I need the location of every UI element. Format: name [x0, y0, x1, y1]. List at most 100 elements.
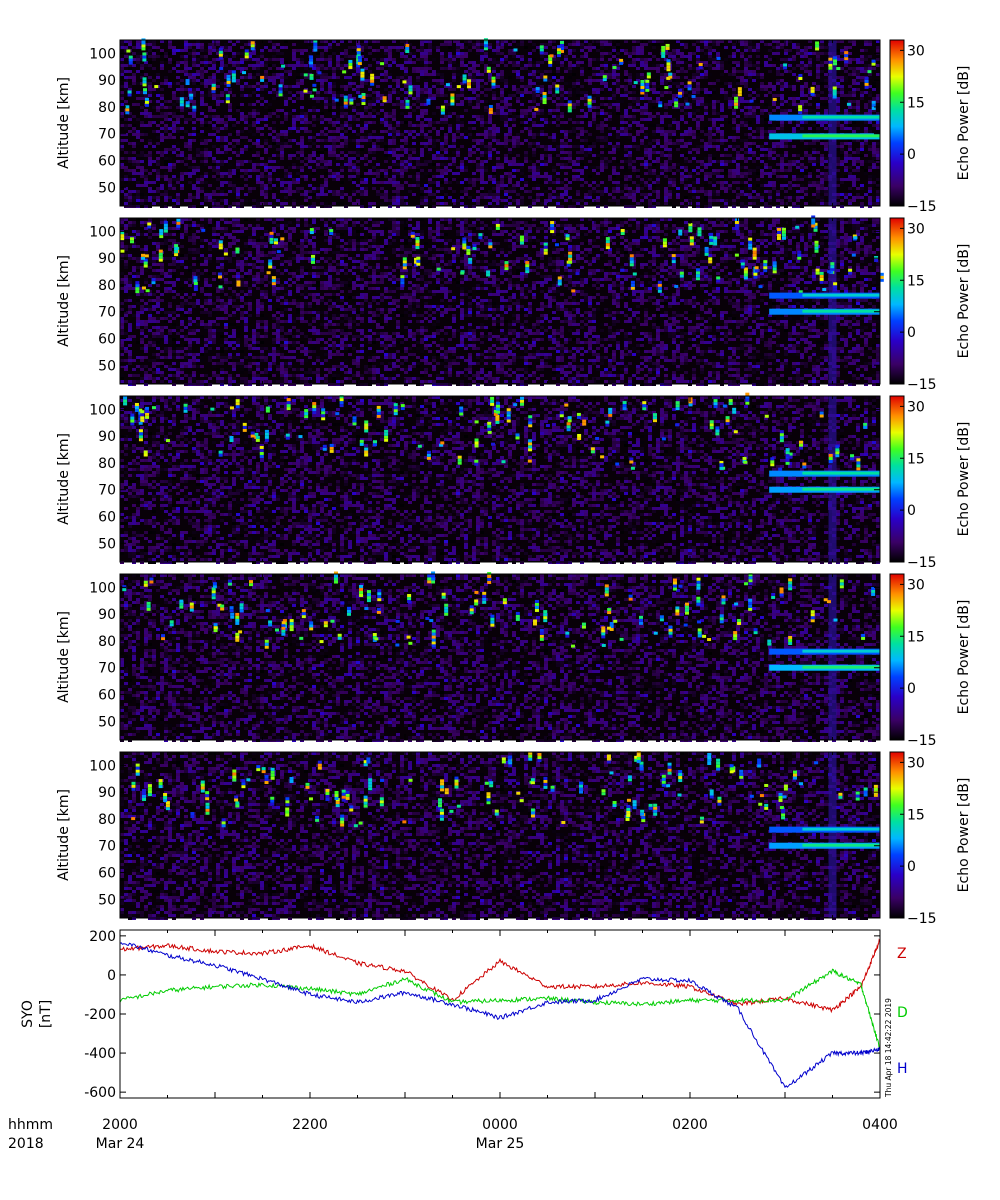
colorbar-tick-label: 30: [907, 755, 925, 771]
echo-panel-3: 50 60 70 80 90 100 Altitude [km] −15 0 15 30 Echo P…: [56, 392, 972, 571]
colorbar-tick-label: 30: [907, 221, 925, 237]
series-line-D: [120, 968, 880, 1050]
colorbar-tick-label: −15: [907, 733, 937, 749]
heatmap-noise: [120, 752, 880, 920]
echo-speckles: [122, 571, 876, 649]
heatmap-noise: [120, 396, 880, 564]
ytick-label: 60: [98, 509, 116, 525]
colorbar-tick-label: 15: [907, 451, 925, 467]
ytick-label: 60: [98, 153, 116, 169]
colorbar-tick-label: 15: [907, 273, 925, 289]
echo-speckles: [120, 215, 884, 294]
heatmap-noise: [120, 218, 880, 386]
ylabel: Altitude [km]: [56, 433, 72, 525]
colorbar: [889, 751, 905, 919]
ylabel-line2: [nT]: [38, 1000, 54, 1028]
ytick-label: 60: [98, 331, 116, 347]
xaxis-row1-label: hhmm: [8, 1117, 53, 1133]
colorbar-tick-label: 15: [907, 807, 925, 823]
ytick-label: 90: [98, 607, 116, 623]
ytick-label: 100: [89, 580, 116, 596]
ytick-label: 80: [98, 278, 116, 294]
series-label-H: H: [897, 1061, 908, 1077]
xaxis-row2-label: 2018: [8, 1136, 44, 1152]
colorbar: [889, 395, 905, 563]
ytick-label: 70: [98, 661, 116, 677]
ytick-label: 100: [89, 758, 116, 774]
xtick-date: Mar 24: [96, 1136, 145, 1152]
echo-speckles: [123, 392, 868, 471]
ytick-label: 50: [98, 180, 116, 196]
echo-speckles: [131, 750, 878, 828]
echo-panel-5: 50 60 70 80 90 100 Altitude [km] −15 0 15 30 Echo P…: [56, 750, 972, 927]
colorbar-tick-label: 30: [907, 43, 925, 59]
vertical-stripe: [828, 752, 837, 918]
echo-panel-4: 50 60 70 80 90 100 Altitude [km] −15 0 15 30 Echo P…: [56, 571, 972, 749]
ytick-label: 70: [98, 127, 116, 143]
ytick-label: 50: [98, 536, 116, 552]
ytick-label: 80: [98, 100, 116, 116]
xtick-time: 2200: [292, 1117, 328, 1133]
ytick-label: -600: [84, 1085, 116, 1101]
ytick-label: 70: [98, 483, 116, 499]
vertical-stripe: [828, 40, 837, 206]
colorbar-tick-label: 15: [907, 95, 925, 111]
series-line-H: [120, 942, 880, 1089]
colorbar-label: Echo Power [dB]: [956, 66, 972, 181]
ylabel: Altitude [km]: [56, 611, 72, 703]
colorbar-tick-label: 15: [907, 629, 925, 645]
series-line-Z: [120, 938, 880, 1014]
ytick-label: 90: [98, 73, 116, 89]
ytick-label: 70: [98, 839, 116, 855]
colorbar-tick-label: 0: [907, 503, 916, 519]
colorbar-tick-label: 0: [907, 859, 916, 875]
ytick-label: 50: [98, 358, 116, 374]
ytick-label: 50: [98, 714, 116, 730]
echo-panel-2: 50 60 70 80 90 100 Altitude [km] −15 0 15 30 Echo P…: [56, 215, 972, 393]
ytick-label: 80: [98, 812, 116, 828]
colorbar-tick-label: 0: [907, 147, 916, 163]
ytick-label: 90: [98, 785, 116, 801]
xtick-time: 2000: [102, 1117, 138, 1133]
colorbar-tick-label: 0: [907, 681, 916, 697]
colorbar-tick-label: −15: [907, 911, 937, 927]
time-axis: hhmm 2018 2000 Mar 24 2200 0000 Mar 25 0200 04…: [8, 1117, 898, 1152]
series-label-Z: Z: [897, 946, 907, 962]
colorbar-tick-label: 30: [907, 399, 925, 415]
ylabel: Altitude [km]: [56, 255, 72, 347]
xtick-time: 0000: [482, 1117, 518, 1133]
colorbar: [889, 573, 905, 741]
colorbar-tick-label: −15: [907, 555, 937, 571]
ytick-label: 80: [98, 456, 116, 472]
vertical-stripe: [828, 218, 837, 384]
ytick-label: -200: [84, 1007, 116, 1023]
ytick-label: 60: [98, 865, 116, 881]
ytick-label: 100: [89, 46, 116, 62]
colorbar-tick-label: −15: [907, 199, 937, 215]
colorbar-tick-label: 30: [907, 577, 925, 593]
xtick-time: 0200: [672, 1117, 708, 1133]
colorbar-label: Echo Power [dB]: [956, 600, 972, 715]
colorbar-tick-label: 0: [907, 325, 916, 341]
ytick-label: 60: [98, 687, 116, 703]
xtick-date: Mar 25: [476, 1136, 525, 1152]
ytick-label: 90: [98, 429, 116, 445]
vertical-stripe: [828, 574, 837, 740]
timestamp: Thu Apr 18 14:42:22 2019: [884, 998, 893, 1098]
colorbar-label: Echo Power [dB]: [956, 422, 972, 537]
ytick-label: 100: [89, 224, 116, 240]
ytick-label: -400: [84, 1046, 116, 1062]
colorbar: [889, 217, 905, 385]
ylabel: Altitude [km]: [56, 77, 72, 169]
colorbar-label: Echo Power [dB]: [956, 244, 972, 359]
colorbar-label: Echo Power [dB]: [956, 778, 972, 893]
xtick-time: 0400: [862, 1117, 898, 1133]
vertical-stripe: [828, 396, 837, 562]
ylabel-line1: SYO: [20, 1000, 36, 1028]
colorbar: [889, 39, 905, 207]
series-label-D: D: [897, 1005, 908, 1021]
colorbar-tick-label: −15: [907, 377, 937, 393]
ylabel: Altitude [km]: [56, 789, 72, 881]
ytick-label: 0: [107, 968, 116, 984]
